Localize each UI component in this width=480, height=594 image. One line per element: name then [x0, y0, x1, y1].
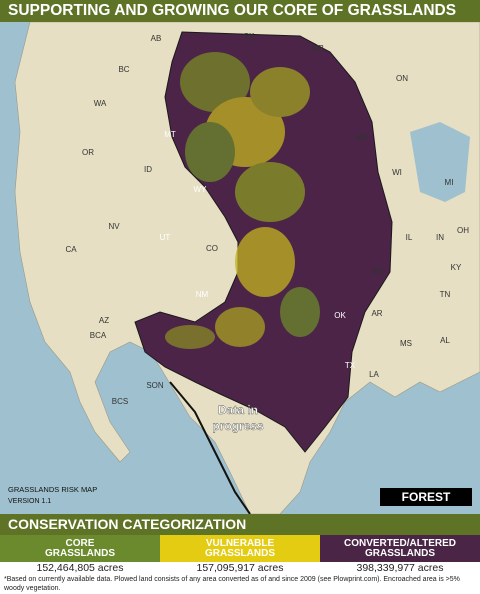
category-vulnerable: VULNERABLE GRASSLANDS: [160, 535, 320, 562]
category-name: GRASSLANDS: [44, 547, 115, 559]
category-acres: 152,464,805 acres: [36, 562, 124, 574]
region-label: KY: [451, 263, 462, 272]
region-label: CO: [206, 244, 218, 253]
region-label: UT: [160, 233, 171, 242]
region-label: NV: [108, 222, 120, 231]
region-label: BCS: [112, 397, 128, 406]
region-label: MI: [445, 178, 454, 187]
progress-note: Data in: [218, 403, 258, 417]
region-label: ON: [396, 74, 408, 83]
category-name: CONVERTED/ALTERED: [343, 537, 457, 549]
category-core: CORE GRASSLANDS: [0, 535, 160, 562]
category-name: GRASSLANDS: [364, 547, 435, 559]
region-label: ID: [144, 165, 152, 174]
category-converted: CONVERTED/ALTERED GRASSLANDS: [320, 535, 480, 562]
region-label: MO: [372, 267, 385, 276]
forest-key: [380, 488, 472, 506]
region-label: OK: [334, 311, 346, 320]
region-label: WY: [194, 185, 208, 194]
region-label: MT: [164, 130, 176, 139]
region-label: AB: [151, 34, 162, 43]
border-line: [169, 381, 251, 514]
region-label: MN: [356, 133, 369, 142]
region-label: TN: [440, 290, 451, 299]
region-label: MS: [400, 339, 412, 348]
region-label: CA: [65, 245, 77, 254]
grassland-texture: [165, 52, 320, 349]
map-name: GRASSLANDS RISK MAP: [8, 485, 97, 494]
legend-heading: CONSERVATION CATEGORIZATION: [0, 514, 480, 535]
category-acres: 398,339,977 acres: [356, 562, 444, 574]
category-name: GRASSLANDS: [204, 547, 275, 559]
region-label: WA: [94, 99, 107, 108]
region-label: BC: [118, 65, 129, 74]
region-label: LA: [369, 370, 379, 379]
category-acres: 157,095,917 acres: [196, 562, 284, 574]
region-label: AZ: [99, 316, 109, 325]
region-label: AR: [371, 309, 382, 318]
page-title: SUPPORTING AND GROWING OUR CORE OF GRASS…: [0, 0, 480, 22]
map-version: VERSION 1.1: [8, 498, 51, 505]
region-label: TX: [345, 361, 356, 370]
region-label: NM: [196, 290, 209, 299]
region-label: IN: [436, 233, 444, 242]
region-label: IL: [406, 233, 413, 242]
region-label: BCA: [90, 331, 107, 340]
region-label: OR: [82, 148, 94, 157]
region-label: SK: [244, 32, 255, 41]
region-label: MB: [312, 44, 324, 53]
region-label: SON: [146, 381, 164, 390]
region-label: WI: [392, 168, 402, 177]
map: AB SK MB BC ON WA MT MN OR ID WY WI MI NV UT CO IL IN OH CA…: [0, 22, 480, 514]
forest-label: FOREST: [402, 490, 451, 504]
progress-note: progress: [212, 419, 264, 433]
category-name: CORE: [65, 537, 95, 549]
region-label: OH: [457, 226, 469, 235]
footnote: *Based on currently available data. Plow…: [4, 576, 460, 592]
great-lakes: [410, 122, 470, 202]
category-name: VULNERABLE: [205, 537, 275, 549]
region-label: AL: [440, 336, 450, 345]
